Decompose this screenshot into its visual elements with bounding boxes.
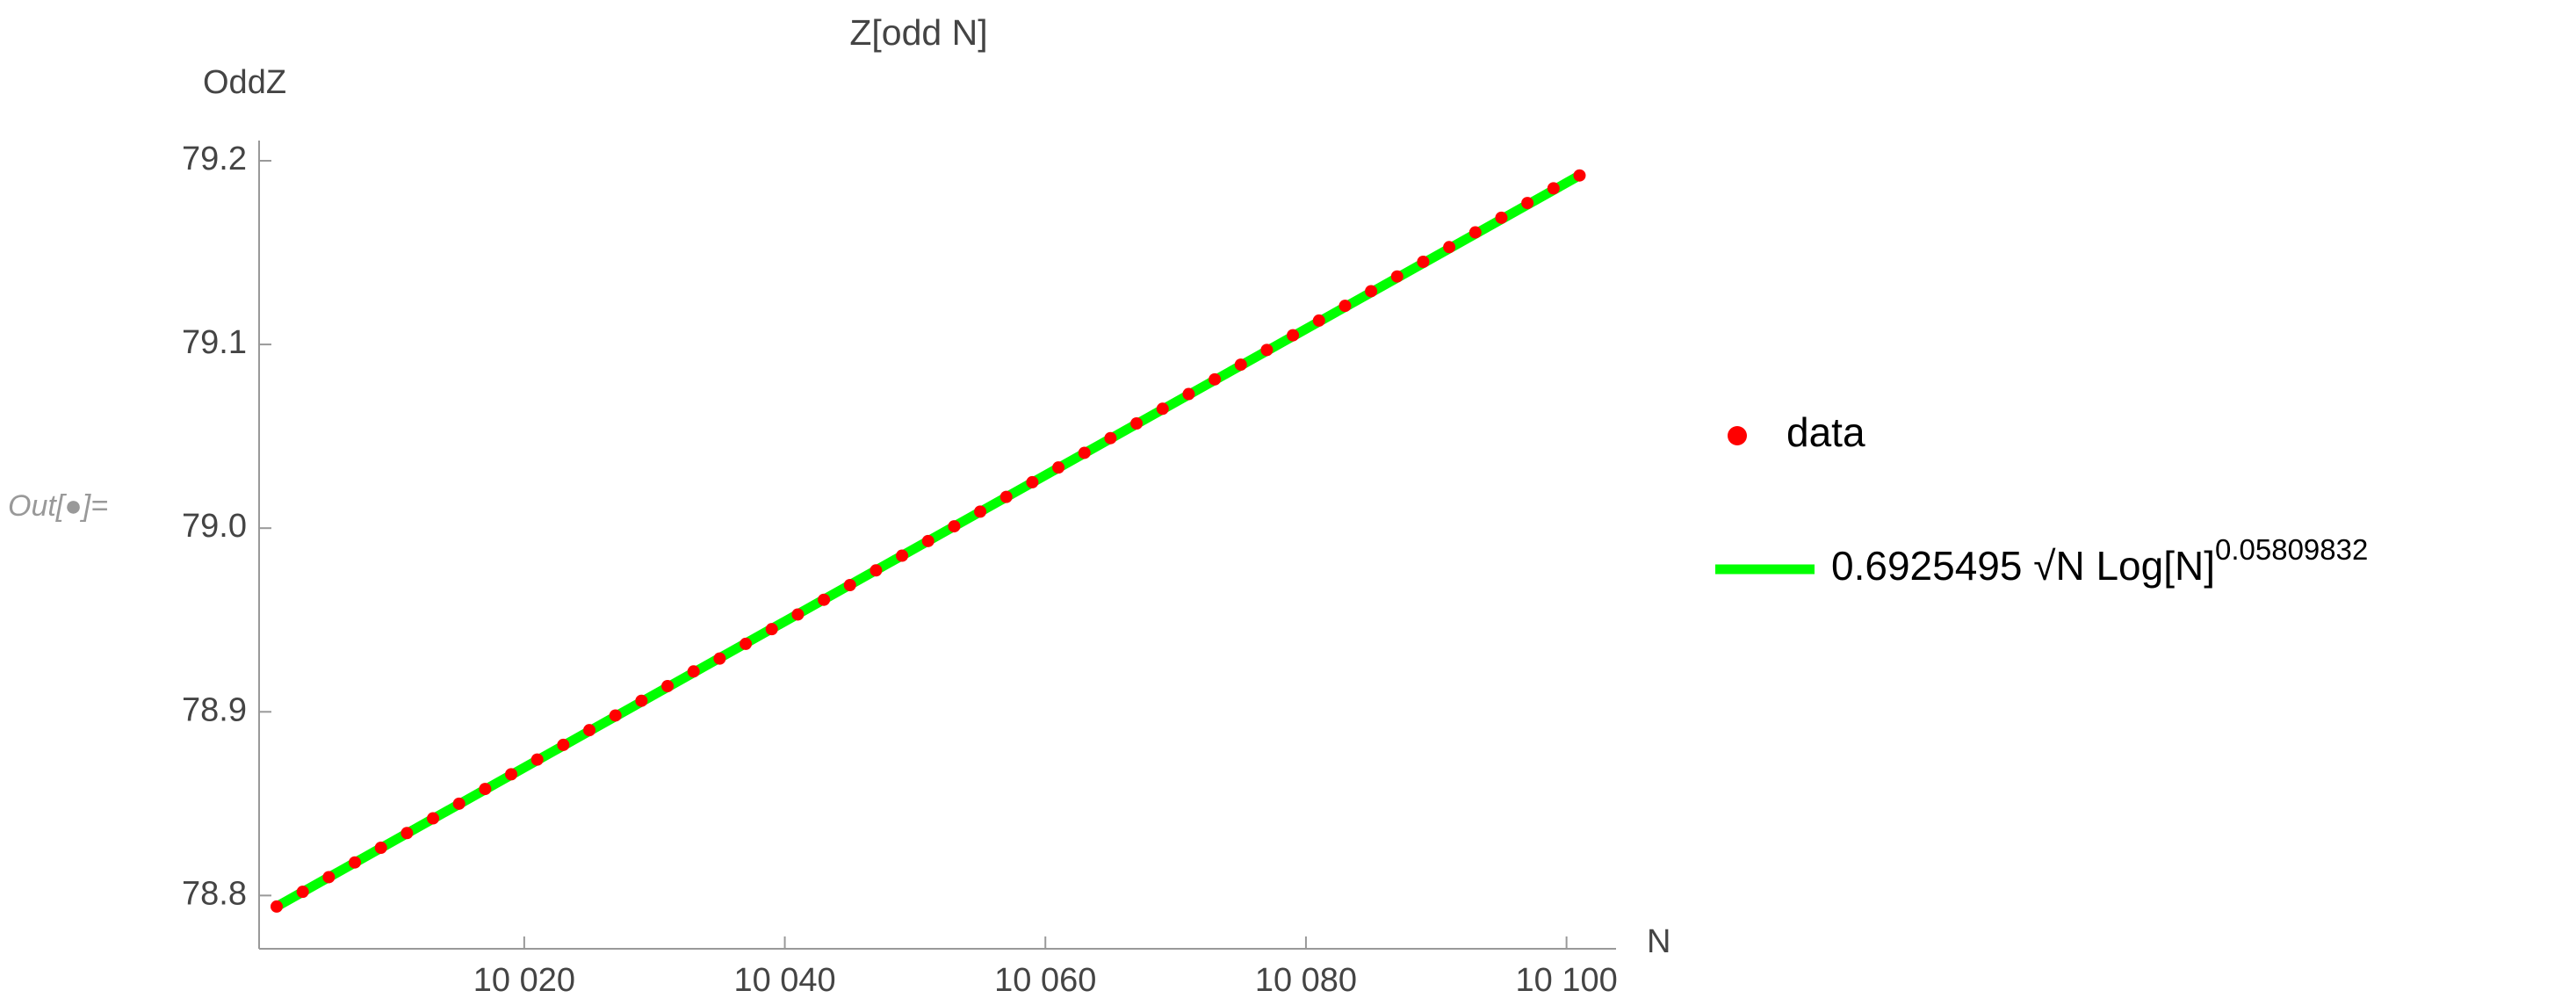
data-point [921, 534, 934, 547]
x-axis-label: N [1647, 923, 1670, 960]
data-point [687, 665, 700, 678]
legend-name: 0.6925495 √N Log[N] [1831, 543, 2215, 589]
data-point [974, 505, 987, 518]
legend-name: data [1786, 409, 1865, 455]
data-point [1521, 197, 1534, 210]
data-point [479, 783, 492, 796]
data-point [583, 724, 596, 737]
legend-superscript: 0.05809832 [2215, 533, 2368, 566]
data-point [948, 520, 961, 533]
data-point [1443, 241, 1456, 254]
data-point [1078, 446, 1091, 459]
data-point [530, 753, 544, 766]
data-point [1417, 256, 1430, 268]
y-tick-label: 79.1 [182, 324, 247, 361]
data-point [1234, 358, 1247, 372]
data-point [1339, 300, 1352, 313]
data-point [609, 709, 622, 722]
legend-label: data [1786, 409, 1865, 455]
data-point [740, 637, 753, 650]
chart-title: Z[odd N] [849, 12, 987, 53]
y-axis-label: OddZ [203, 64, 286, 101]
data-point [1365, 285, 1378, 298]
data-point [661, 680, 675, 692]
data-point [505, 768, 518, 781]
y-tick-label: 79.2 [182, 141, 247, 177]
data-point [296, 886, 309, 899]
data-point [1547, 182, 1560, 195]
data-point [1182, 387, 1195, 401]
legend-marker [1728, 426, 1747, 445]
x-tick-label: 10 020 [473, 962, 575, 999]
data-point [374, 842, 387, 854]
x-tick-label: 10 080 [1255, 962, 1357, 999]
data-point [400, 827, 414, 840]
data-point [843, 579, 856, 591]
data-point [999, 490, 1013, 503]
data-point [1573, 169, 1586, 182]
data-point [557, 738, 570, 751]
y-tick-label: 78.8 [182, 875, 247, 912]
data-point [1390, 270, 1403, 283]
data-point [896, 549, 909, 562]
x-tick-label: 10 100 [1516, 962, 1618, 999]
x-tick-label: 10 060 [994, 962, 1096, 999]
legend-label: 0.6925495 √N Log[N]0.05809832 [1831, 533, 2368, 589]
data-point [1209, 372, 1222, 386]
data-point [1287, 329, 1300, 342]
data-point [635, 694, 648, 707]
data-point [322, 871, 336, 884]
y-tick-label: 79.0 [182, 508, 247, 545]
data-point [1260, 343, 1274, 357]
data-point [271, 900, 284, 913]
x-tick-label: 10 040 [733, 962, 835, 999]
data-point [1495, 211, 1508, 224]
data-point [1156, 402, 1169, 416]
data-point [818, 593, 831, 606]
data-point [1052, 461, 1065, 474]
data-point [452, 797, 465, 810]
data-point [869, 564, 883, 577]
data-point [1468, 226, 1482, 239]
data-point [1130, 417, 1144, 430]
y-tick-label: 78.9 [182, 691, 247, 728]
data-point [713, 652, 726, 665]
data-point [1312, 314, 1325, 327]
cell-label: Out[●]= [8, 489, 108, 523]
data-point [349, 856, 362, 869]
data-point [1026, 475, 1039, 488]
data-point [765, 623, 778, 636]
data-point [791, 608, 805, 621]
data-point [1104, 431, 1117, 445]
data-point [427, 812, 440, 825]
